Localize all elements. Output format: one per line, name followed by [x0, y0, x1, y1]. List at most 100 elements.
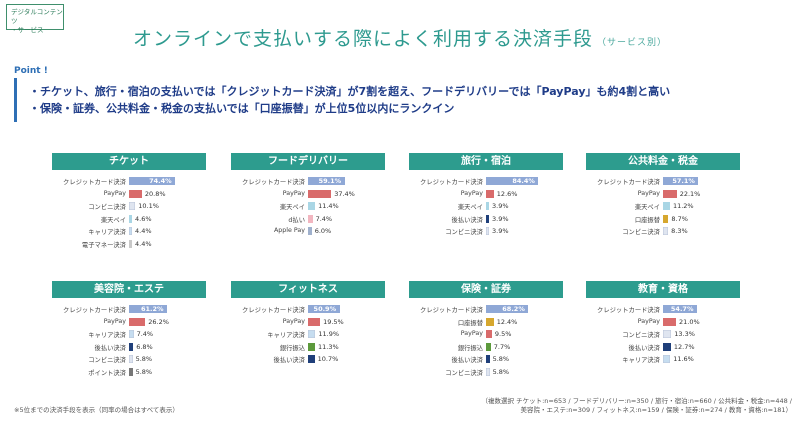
value-label: 20.8% — [144, 189, 166, 198]
bar — [486, 305, 529, 313]
category-label: PayPay — [460, 330, 483, 337]
value-label: 11.6% — [673, 355, 694, 363]
chart-row: コンビニ決済 5.8% — [409, 366, 563, 379]
value-label: 6.8% — [136, 342, 153, 351]
chart-rows: クレジットカード決済 84.4% PayPay 12.6% 楽天ペイ 3.9% 後払い決済 3… — [409, 175, 563, 238]
bar — [129, 214, 132, 223]
category-label: 後払い決済 — [273, 357, 305, 364]
chart-title: 保険・証券 — [409, 281, 563, 298]
chart-row: 楽天ペイ 3.9% — [409, 200, 563, 213]
chart-panel: 公共料金・税金 クレジットカード決済 57.1% PayPay 22.1% 楽天ペイ 11.… — [586, 153, 740, 238]
value-label: 8.3% — [671, 227, 688, 235]
chart-row: 口座振替 8.7% — [586, 213, 740, 226]
category-tag-line2: ・サービス — [11, 26, 44, 34]
chart-row: 後払い決済 3.9% — [409, 213, 563, 226]
bar — [308, 305, 340, 313]
chart-row: コンビニ決済 8.3% — [586, 225, 740, 238]
value-label: 26.2% — [148, 317, 169, 326]
bar — [486, 355, 490, 363]
footnote-right: （複数選択 チケット:n=653 / フードデリバリー:n=350 / 旅行・宿… — [482, 397, 792, 415]
point-line-1: ・チケット、旅行・宿泊の支払いでは「クレジットカード決済」が7割を超え、フードデ… — [29, 85, 671, 98]
value-label: 3.9% — [492, 214, 509, 223]
category-label: クレジットカード決済 — [420, 179, 483, 186]
value-label: 50.9% — [313, 305, 337, 313]
chart-row: PayPay 12.6% — [409, 188, 563, 201]
category-label: クレジットカード決済 — [63, 179, 126, 186]
bar — [663, 177, 699, 185]
chart-row: d払い 7.4% — [231, 213, 385, 226]
chart-row: 楽天ペイ 11.4% — [231, 200, 385, 213]
bar — [663, 305, 697, 313]
value-label: 22.1% — [679, 189, 701, 198]
chart-rows: クレジットカード決済 61.2% PayPay 26.2% キャリア決済 7.4% 後払い決… — [52, 303, 206, 378]
value-label: 21.0% — [679, 317, 700, 326]
chart-row: ポイント決済 5.8% — [52, 366, 206, 379]
chart-panel: 旅行・宿泊 クレジットカード決済 84.4% PayPay 12.6% 楽天ペイ 3.9% 後… — [409, 153, 563, 238]
bar — [663, 202, 670, 210]
value-label: 10.7% — [317, 355, 339, 363]
category-label: 楽天ペイ — [279, 204, 305, 211]
chart-row: 口座振替 12.4% — [409, 316, 563, 329]
value-label: 3.9% — [492, 227, 509, 235]
chart-panel: 保険・証券 クレジットカード決済 68.2% 口座振替 12.4% PayPay 9.5% 銀… — [409, 281, 563, 378]
category-label: d払い — [288, 216, 305, 224]
chart-row: クレジットカード決済 61.2% — [52, 303, 206, 316]
chart-row: キャリア決済 7.4% — [52, 328, 206, 341]
value-label: 11.4% — [318, 202, 339, 210]
chart-panel: チケット クレジットカード決済 74.4% PayPay 20.8% コンビニ決済 10.1… — [52, 153, 206, 250]
category-label: クレジットカード決済 — [63, 307, 126, 314]
value-label: 5.8% — [492, 367, 510, 376]
bar — [486, 202, 489, 210]
chart-row: PayPay 26.2% — [52, 316, 206, 329]
chart-title: チケット — [52, 153, 206, 170]
chart-row: コンビニ決済 13.3% — [586, 328, 740, 341]
chart-row: 楽天ペイ 11.2% — [586, 200, 740, 213]
category-label: 後払い決済 — [451, 216, 483, 224]
chart-row: キャリア決済 11.9% — [231, 328, 385, 341]
bar — [663, 214, 669, 223]
category-label: コンビニ決済 — [88, 204, 126, 211]
value-label: 57.1% — [672, 177, 695, 185]
chart-row: 後払い決済 12.7% — [586, 341, 740, 354]
category-label: クレジットカード決済 — [420, 307, 483, 314]
bar — [129, 177, 176, 185]
value-label: 8.7% — [671, 214, 688, 223]
value-label: 9.5% — [494, 330, 512, 338]
chart-rows: クレジットカード決済 74.4% PayPay 20.8% コンビニ決済 10.1% 楽天ペ… — [52, 175, 206, 250]
bar — [308, 202, 316, 210]
value-label: 12.6% — [496, 189, 518, 198]
page-title-sub: （サービス別） — [597, 38, 668, 48]
footnote-right-line2: 美容院・エステ:n=309 / フィットネス:n=159 / 保険・証券:n=2… — [520, 406, 793, 414]
bar — [308, 317, 321, 326]
value-label: 5.8% — [135, 355, 153, 363]
chart-row: 電子マネー決済 4.4% — [52, 238, 206, 251]
category-label: 楽天ペイ — [634, 204, 660, 211]
chart-title: 教育・資格 — [586, 281, 740, 298]
value-label: 6.0% — [314, 227, 332, 235]
chart-row: PayPay 20.8% — [52, 188, 206, 201]
value-label: 11.9% — [318, 330, 340, 338]
bar — [129, 202, 136, 210]
value-label: 4.4% — [135, 227, 152, 235]
page-title: オンラインで支払いする際によく利用する決済手段 （サービス別） — [0, 24, 800, 51]
category-label: キャリア決済 — [88, 332, 126, 339]
category-label: 口座振替 — [634, 216, 660, 224]
chart-row: 後払い決済 5.8% — [409, 353, 563, 366]
value-label: 68.2% — [502, 305, 525, 313]
category-label: PayPay — [637, 317, 660, 325]
footnote-right-line1: （複数選択 チケット:n=653 / フードデリバリー:n=350 / 旅行・宿… — [481, 397, 792, 405]
bar — [663, 189, 677, 198]
bar — [486, 189, 494, 198]
value-label: 3.9% — [492, 202, 509, 210]
chart-row: PayPay 9.5% — [409, 328, 563, 341]
bar — [129, 330, 134, 338]
category-label: コンビニ決済 — [445, 229, 483, 236]
chart-row: 後払い決済 6.8% — [52, 341, 206, 354]
category-label: ポイント決済 — [88, 369, 126, 377]
chart-row: PayPay 21.0% — [586, 316, 740, 329]
category-label: クレジットカード決済 — [597, 179, 660, 186]
value-label: 4.4% — [135, 239, 152, 248]
bar — [308, 355, 315, 363]
value-label: 10.1% — [138, 202, 159, 210]
